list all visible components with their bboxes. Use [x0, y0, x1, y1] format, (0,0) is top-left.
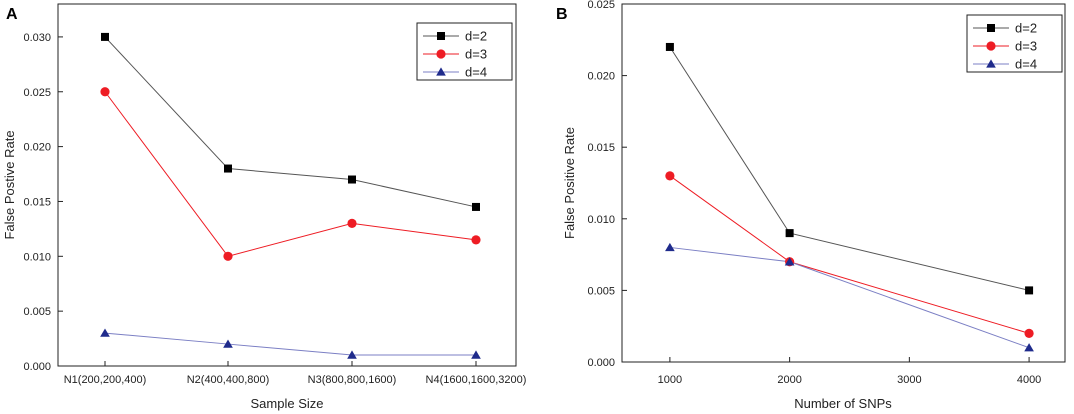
x-tick-label-a: N3(800,800,1600)	[308, 374, 397, 386]
y-axis-title-b: False Positive Rate	[562, 127, 577, 239]
legend-marker-b-1	[987, 24, 995, 32]
data-point-a-2	[223, 251, 233, 261]
legend-label-b-1: d=2	[1015, 21, 1037, 36]
data-point-a-2	[100, 87, 110, 97]
x-tick-label-b: 1000	[658, 374, 682, 386]
data-point-a-1	[101, 32, 109, 41]
panel-label-b: B	[556, 6, 568, 23]
legend-box-a	[416, 22, 513, 81]
data-point-a-3	[100, 328, 110, 337]
y-tick-label-a: 0.030	[23, 32, 51, 44]
data-point-a-1	[224, 164, 232, 173]
chart-panel-b: B 0.000 0.005 0.010 0.015 0.020 0.025 1000 200…	[556, 0, 1066, 411]
y-tick-label-a: 0.010	[23, 251, 51, 263]
x-axis-a: N1(200,200,400) N2(400,400,800) N3(800,800…	[64, 361, 527, 386]
x-axis-b: 1000 2000 3000 4000	[658, 357, 1041, 386]
x-tick-label-a: N4(1600,1600,3200)	[426, 374, 527, 386]
y-tick-label-b: 0.005	[587, 285, 615, 297]
legend-label-a-2: d=3	[465, 47, 487, 62]
data-point-a-3	[471, 350, 481, 359]
data-point-a-3	[347, 350, 357, 359]
y-tick-label-b: 0.020	[587, 71, 615, 83]
data-point-a-1	[472, 202, 480, 211]
data-point-b-2	[1024, 328, 1034, 338]
x-tick-label-a: N1(200,200,400)	[64, 374, 147, 386]
x-tick-label-b: 3000	[897, 374, 921, 386]
y-tick-label-a: 0.020	[23, 142, 51, 154]
y-axis-a: 0.000 0.005 0.010 0.015 0.020 0.025 0.030	[23, 32, 63, 373]
y-tick-label-a: 0.000	[23, 361, 51, 373]
y-tick-label-b: 0.000	[587, 357, 615, 369]
x-axis-title-b: Number of SNPs	[794, 396, 892, 411]
data-point-a-2	[471, 235, 481, 245]
series-line-a-1	[104, 36, 477, 208]
data-point-a-2	[347, 218, 357, 228]
legend-marker-a-1	[437, 32, 445, 40]
y-tick-label-b: 0.025	[587, 0, 615, 11]
plot-frame-a	[57, 3, 517, 367]
legend-marker-b-3	[986, 59, 996, 68]
data-point-b-1	[665, 42, 674, 51]
legend-b: d=2 d=3 d=4	[966, 14, 1063, 73]
data-point-b-1	[1025, 286, 1034, 295]
legend-marker-b-2	[986, 41, 996, 51]
chart-panel-a: A 0.000 0.005 0.010 0.015 0.020 0.025 0.030 N1…	[2, 3, 527, 411]
data-point-b-2	[665, 171, 675, 181]
series-line-a-2	[104, 91, 477, 257]
legend-label-b-3: d=4	[1015, 57, 1037, 72]
legend-label-a-3: d=4	[465, 65, 487, 80]
series-group-a	[100, 32, 481, 359]
data-point-b-1	[785, 229, 794, 238]
legend-box-b	[966, 14, 1063, 73]
legend-a: d=2 d=3 d=4	[416, 22, 513, 81]
data-point-b-3	[784, 257, 795, 266]
x-tick-label-b: 4000	[1017, 374, 1041, 386]
y-axis-title-a: False Postive Rate	[2, 130, 17, 239]
legend-label-b-2: d=3	[1015, 39, 1037, 54]
x-tick-label-a: N2(400,400,800)	[187, 374, 270, 386]
data-point-a-3	[223, 339, 233, 348]
y-tick-label-b: 0.015	[587, 142, 615, 154]
y-tick-label-a: 0.015	[23, 196, 51, 208]
legend-marker-a-2	[436, 49, 446, 59]
y-tick-label-a: 0.005	[23, 306, 51, 318]
legend-marker-a-3	[436, 67, 446, 76]
series-group-b	[665, 42, 1034, 352]
x-tick-label-b: 2000	[777, 374, 801, 386]
legend-label-a-1: d=2	[465, 29, 487, 44]
y-axis-b: 0.000 0.005 0.010 0.015 0.020 0.025	[587, 0, 627, 369]
panel-label-a: A	[6, 6, 18, 23]
plot-frame-b	[621, 3, 1066, 363]
data-point-b-3	[1024, 343, 1034, 352]
series-line-b-3	[669, 246, 1030, 349]
x-axis-title-a: Sample Size	[251, 396, 324, 411]
y-tick-label-a: 0.025	[23, 87, 51, 99]
data-point-b-3	[665, 242, 675, 252]
series-line-b-2	[669, 175, 1030, 334]
y-tick-label-b: 0.010	[587, 214, 615, 226]
data-point-a-1	[348, 175, 356, 184]
series-line-a-3	[104, 332, 476, 356]
